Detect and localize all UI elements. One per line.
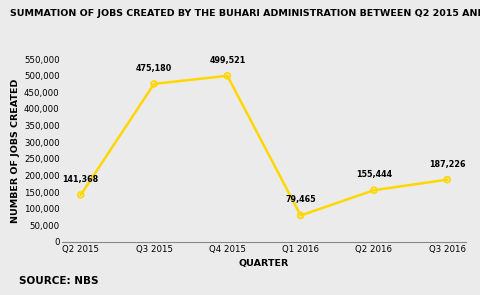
Text: 79,465: 79,465 xyxy=(285,195,316,204)
Y-axis label: NUMBER OF JOBS CREATED: NUMBER OF JOBS CREATED xyxy=(11,78,20,223)
Point xyxy=(444,177,451,182)
Text: 187,226: 187,226 xyxy=(429,160,466,168)
Point xyxy=(370,188,378,193)
Text: 475,180: 475,180 xyxy=(136,64,172,73)
Point xyxy=(297,213,304,218)
Text: 155,444: 155,444 xyxy=(356,170,392,179)
X-axis label: QUARTER: QUARTER xyxy=(239,259,289,268)
Text: SOURCE: NBS: SOURCE: NBS xyxy=(19,276,99,286)
Text: SUMMATION OF JOBS CREATED BY THE BUHARI ADMINISTRATION BETWEEN Q2 2015 AND Q3 20: SUMMATION OF JOBS CREATED BY THE BUHARI … xyxy=(10,9,480,18)
Point xyxy=(224,73,231,78)
Text: 141,368: 141,368 xyxy=(62,175,99,184)
Point xyxy=(150,81,158,86)
Text: 499,521: 499,521 xyxy=(209,56,245,65)
Point xyxy=(77,193,84,197)
